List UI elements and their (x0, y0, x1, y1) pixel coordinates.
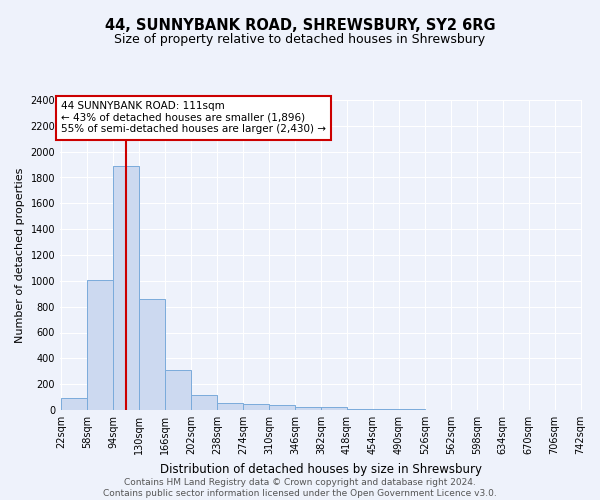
Bar (269, 406, 295, 410)
Bar (139, 299, 165, 410)
Bar (165, 370, 191, 410)
Text: Contains HM Land Registry data © Crown copyright and database right 2024.
Contai: Contains HM Land Registry data © Crown c… (103, 478, 497, 498)
Bar (113, 166, 139, 410)
X-axis label: Distribution of detached houses by size in Shrewsbury: Distribution of detached houses by size … (160, 462, 482, 475)
Bar (191, 395, 217, 410)
Text: Size of property relative to detached houses in Shrewsbury: Size of property relative to detached ho… (115, 32, 485, 46)
Bar (295, 408, 321, 410)
Bar (217, 403, 243, 410)
Bar (243, 404, 269, 410)
Bar (321, 408, 347, 410)
Text: 44, SUNNYBANK ROAD, SHREWSBURY, SY2 6RG: 44, SUNNYBANK ROAD, SHREWSBURY, SY2 6RG (104, 18, 496, 32)
Y-axis label: Number of detached properties: Number of detached properties (15, 168, 25, 342)
Text: 44 SUNNYBANK ROAD: 111sqm
← 43% of detached houses are smaller (1,896)
55% of se: 44 SUNNYBANK ROAD: 111sqm ← 43% of detac… (61, 102, 326, 134)
Bar (347, 408, 373, 410)
Bar (88, 280, 113, 410)
Bar (61, 398, 88, 410)
